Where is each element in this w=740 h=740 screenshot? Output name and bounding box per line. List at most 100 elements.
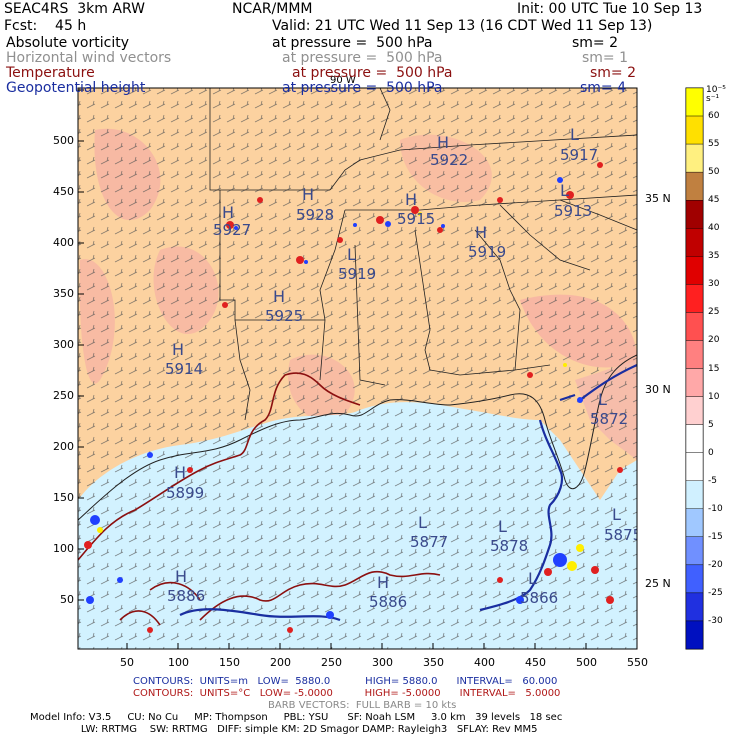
height-label-type: H bbox=[475, 223, 487, 242]
colorbar-cell bbox=[685, 396, 704, 425]
temperature-contour-info: CONTOURS: UNITS=°C LOW= -5.0000 HIGH= -5… bbox=[133, 688, 561, 699]
colorbar-label: 60 bbox=[708, 111, 720, 122]
colorbar-label: 20 bbox=[708, 335, 720, 346]
height-label-type: L bbox=[347, 245, 356, 264]
temperature-contour bbox=[78, 372, 441, 626]
plot-frame bbox=[77, 87, 638, 650]
x-tick: 50 bbox=[120, 656, 134, 669]
x-tick: 350 bbox=[423, 656, 444, 669]
y-tick: 250 bbox=[53, 389, 74, 402]
field-sm: sm= 2 bbox=[572, 35, 619, 51]
height-label-value: 5899 bbox=[166, 484, 204, 502]
height-label-type: H bbox=[175, 567, 187, 586]
colorbar-cell bbox=[685, 199, 704, 229]
height-contour-info: CONTOURS: UNITS=m LOW= 5880.0 HIGH= 5880… bbox=[133, 676, 558, 687]
barb-vector-info: BARB VECTORS: FULL BARB = 10 kts bbox=[268, 700, 457, 711]
colorbar-unit: 10⁻⁵ s⁻¹ bbox=[706, 85, 726, 104]
height-label-value: 5872 bbox=[590, 410, 628, 428]
colorbar-label: -25 bbox=[708, 587, 723, 598]
height-label-type: L bbox=[498, 517, 507, 536]
field-pressure: at pressure = 500 hPa bbox=[282, 50, 443, 66]
center-label: NCAR/MMM bbox=[232, 1, 313, 17]
coastline bbox=[78, 354, 637, 521]
field-name: Horizontal wind vectors bbox=[6, 50, 172, 66]
height-label-value: 5928 bbox=[296, 206, 334, 224]
lon-label: 95 W bbox=[183, 75, 209, 86]
colorbar-cell bbox=[685, 143, 704, 173]
height-label-type: H bbox=[174, 463, 186, 482]
colorbar-label: 25 bbox=[708, 307, 720, 318]
valid-time: Valid: 21 UTC Wed 11 Sep 13 (16 CDT Wed … bbox=[272, 18, 653, 34]
colorbar-cell bbox=[685, 228, 704, 257]
colorbar-label: 35 bbox=[708, 251, 720, 262]
colorbar-label: 10 bbox=[708, 391, 720, 402]
state-boundaries bbox=[209, 88, 637, 421]
colorbar-cell bbox=[685, 256, 704, 285]
height-label-type: H bbox=[273, 287, 285, 306]
field-sm: sm= 1 bbox=[582, 50, 629, 66]
colorbar-cell bbox=[685, 312, 704, 341]
height-label-value: 5914 bbox=[165, 360, 203, 378]
x-tick: 200 bbox=[270, 656, 291, 669]
field-name: Temperature bbox=[6, 65, 95, 81]
colorbar-cell bbox=[685, 284, 704, 313]
init-time: Init: 00 UTC Tue 10 Sep 13 bbox=[517, 1, 703, 17]
height-label-type: H bbox=[377, 573, 389, 592]
colorbar-cell bbox=[685, 480, 704, 509]
height-label-type: L bbox=[418, 513, 427, 532]
lat-label: 30 N bbox=[645, 383, 671, 396]
height-label-value: 5878 bbox=[490, 537, 528, 555]
height-label-group: H 5927 H 5928 H 5922 H 5915 H 5919 L 591… bbox=[165, 125, 642, 611]
colorbar-label: -30 bbox=[708, 615, 723, 626]
height-contour bbox=[179, 363, 637, 622]
height-label-value: 5922 bbox=[430, 151, 468, 169]
height-label-type: H bbox=[405, 190, 417, 209]
lat-label: 25 N bbox=[645, 577, 671, 590]
height-label-type: L bbox=[598, 390, 607, 409]
forecast-hour: Fcst: 45 h bbox=[4, 18, 87, 34]
colorbar-label: 55 bbox=[708, 139, 720, 150]
vorticity-speckles bbox=[84, 162, 623, 633]
lon-label: 90 W bbox=[330, 75, 356, 86]
field-sm: sm= 4 bbox=[580, 80, 627, 96]
colorbar-cell bbox=[685, 340, 704, 369]
height-label-value: 5866 bbox=[520, 589, 558, 607]
colorbar-cell bbox=[685, 115, 704, 145]
height-label-value: 5886 bbox=[369, 593, 407, 611]
height-label-type: L bbox=[528, 569, 537, 588]
colorbar-label: -15 bbox=[708, 531, 723, 542]
colorbar-label: 5 bbox=[708, 419, 714, 430]
field-sm: sm= 2 bbox=[590, 65, 637, 81]
colorbar-label: -20 bbox=[708, 559, 723, 570]
colorbar-label: 30 bbox=[708, 279, 720, 290]
height-label-value: 5917 bbox=[560, 146, 598, 164]
height-label-value: 5919 bbox=[338, 265, 376, 283]
height-label-value: 5925 bbox=[265, 307, 303, 325]
y-tick: 50 bbox=[60, 593, 74, 606]
x-tick: 450 bbox=[525, 656, 546, 669]
height-label-value: 5877 bbox=[410, 533, 448, 551]
y-tick: 350 bbox=[53, 287, 74, 300]
colorbar-label: -5 bbox=[708, 475, 717, 486]
field-pressure: at pressure = 500 hPa bbox=[272, 35, 433, 51]
colorbar-cell bbox=[685, 508, 704, 537]
colorbar-cell bbox=[685, 564, 704, 594]
colorbar-cell bbox=[685, 424, 704, 453]
height-label-value: 5919 bbox=[468, 243, 506, 261]
field-name: Absolute vorticity bbox=[6, 35, 129, 51]
lon-label: 85 W bbox=[472, 75, 498, 86]
x-tick: 400 bbox=[474, 656, 495, 669]
field-pressure: at pressure = 500 hPa bbox=[292, 65, 453, 81]
colorbar-cell bbox=[685, 452, 704, 481]
height-label-type: L bbox=[570, 125, 579, 144]
y-tick: 150 bbox=[53, 491, 74, 504]
height-label-value: 5875 bbox=[604, 526, 642, 544]
colorbar-cell bbox=[685, 620, 704, 650]
colorbar-label: 45 bbox=[708, 195, 720, 206]
y-tick: 400 bbox=[53, 236, 74, 249]
height-label-value: 5927 bbox=[213, 221, 251, 239]
height-label-type: L bbox=[612, 505, 621, 524]
height-label-type: H bbox=[222, 203, 234, 222]
y-tick: 300 bbox=[53, 338, 74, 351]
